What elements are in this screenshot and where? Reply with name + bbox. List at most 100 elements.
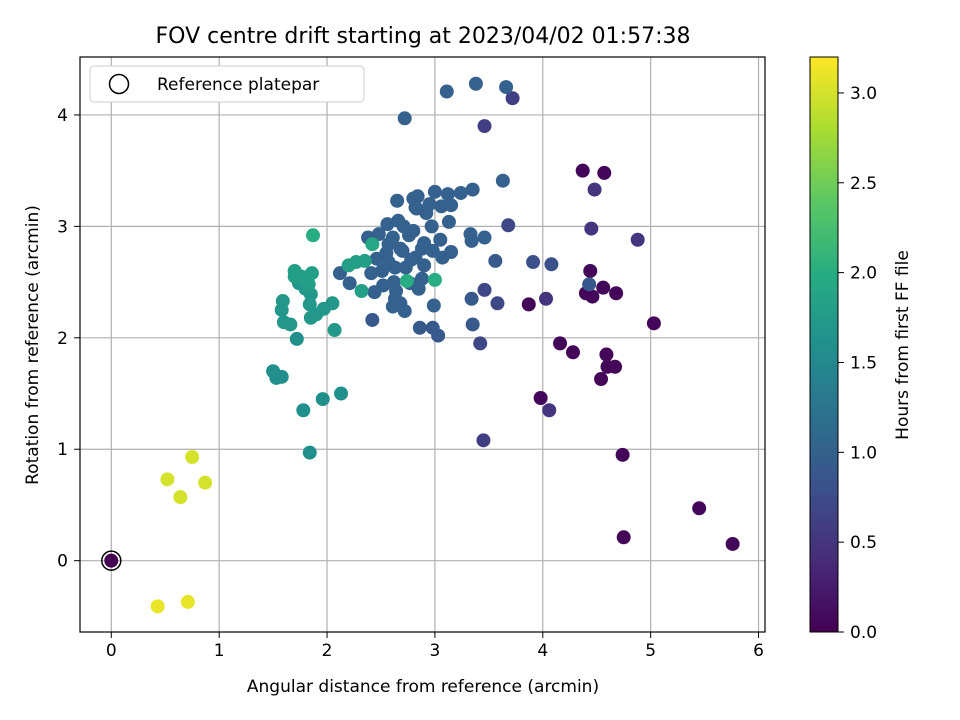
grid [80,57,765,632]
data-point [473,336,488,351]
data-point [427,272,442,287]
data-point [597,165,612,180]
data-point [380,217,395,232]
colorbar-tick-label: 0.5 [850,533,877,553]
plot-frame [79,56,766,633]
y-axis-ticks: 0 1 2 3 4 [57,106,80,572]
y-axis-label: Rotation from reference (arcmin) [23,205,43,485]
colorbar-tick-label: 2.0 [850,264,877,284]
data-point [419,206,434,221]
data-point [505,91,520,106]
data-point [387,260,402,275]
data-point [544,257,559,272]
data-point [539,291,554,306]
data-point [609,286,624,301]
data-point [369,251,384,266]
data-point [453,185,468,200]
data-point [397,304,412,319]
data-point [582,277,597,292]
data-point [417,258,432,273]
data-point [390,193,405,208]
data-point [304,266,319,281]
data-point [371,227,386,242]
data-point [325,296,340,311]
data-point [287,263,302,278]
data-point [354,284,369,299]
data-point [477,119,492,134]
legend: Reference platepar [89,65,365,103]
colorbar-frame [809,56,839,633]
data-point [424,219,439,234]
data-point [468,76,483,91]
colorbar-tick-label: 1.0 [850,443,877,463]
data-point [385,299,400,314]
legend-box [89,65,365,103]
data-point [180,594,195,609]
data-point [583,263,598,278]
x-tick-label: 5 [645,641,656,661]
x-tick-label: 1 [214,641,225,661]
data-point [334,386,349,401]
data-point [408,200,423,215]
scatter-points [101,76,740,614]
data-point [465,182,480,197]
data-point [596,280,611,295]
data-point [296,403,311,418]
data-point [630,232,645,247]
colorbar-tick-label: 1.5 [850,353,877,373]
data-point [565,345,580,360]
colorbar-tick-label: 2.5 [850,174,877,194]
x-tick-label: 3 [429,641,440,661]
x-axis-ticks: 0 1 2 3 4 5 6 [106,632,764,661]
data-point [365,312,380,327]
colorbar-gradient [810,57,838,632]
colorbar: 0.0 0.5 1.0 1.5 2.0 2.5 3.0 Hours from first F… [809,56,913,643]
data-point [440,187,455,202]
data-point [150,599,165,614]
y-tick-label: 2 [57,329,68,349]
data-point [464,233,479,248]
data-point [575,163,590,178]
data-point [608,359,623,374]
data-point [465,317,480,332]
y-tick-label: 0 [57,552,68,572]
data-point [283,317,298,332]
y-tick-label: 3 [57,217,68,237]
data-point [365,237,380,252]
data-point [488,253,503,268]
data-point [594,372,609,387]
data-point [533,390,548,405]
data-point [441,214,456,229]
data-point [521,297,536,312]
data-point [477,282,492,297]
data-point [464,291,479,306]
data-point [364,266,379,281]
data-point [585,289,600,304]
data-point [412,320,427,335]
chart-title: FOV centre drift starting at 2023/04/02 … [156,24,691,49]
data-point [599,347,614,362]
data-point [439,84,454,99]
x-tick-label: 2 [322,641,333,661]
data-point [499,80,514,95]
x-axis-label: Angular distance from reference (arcmin) [247,677,599,697]
data-point [404,252,419,267]
data-point [553,336,568,351]
data-point [104,553,119,568]
data-point [435,250,450,265]
data-point [477,230,492,245]
data-point [397,111,412,126]
data-point [433,232,448,247]
data-point [274,369,289,384]
data-point [327,323,342,338]
x-tick-label: 0 [106,641,117,661]
data-point [476,433,491,448]
colorbar-ticks: 0.0 0.5 1.0 1.5 2.0 2.5 3.0 [838,84,877,643]
data-point [616,530,631,545]
colorbar-tick-label: 3.0 [850,84,877,104]
data-point [526,255,541,270]
legend-entry-label: Reference platepar [157,75,319,95]
data-point [615,447,630,462]
data-point [393,241,408,256]
